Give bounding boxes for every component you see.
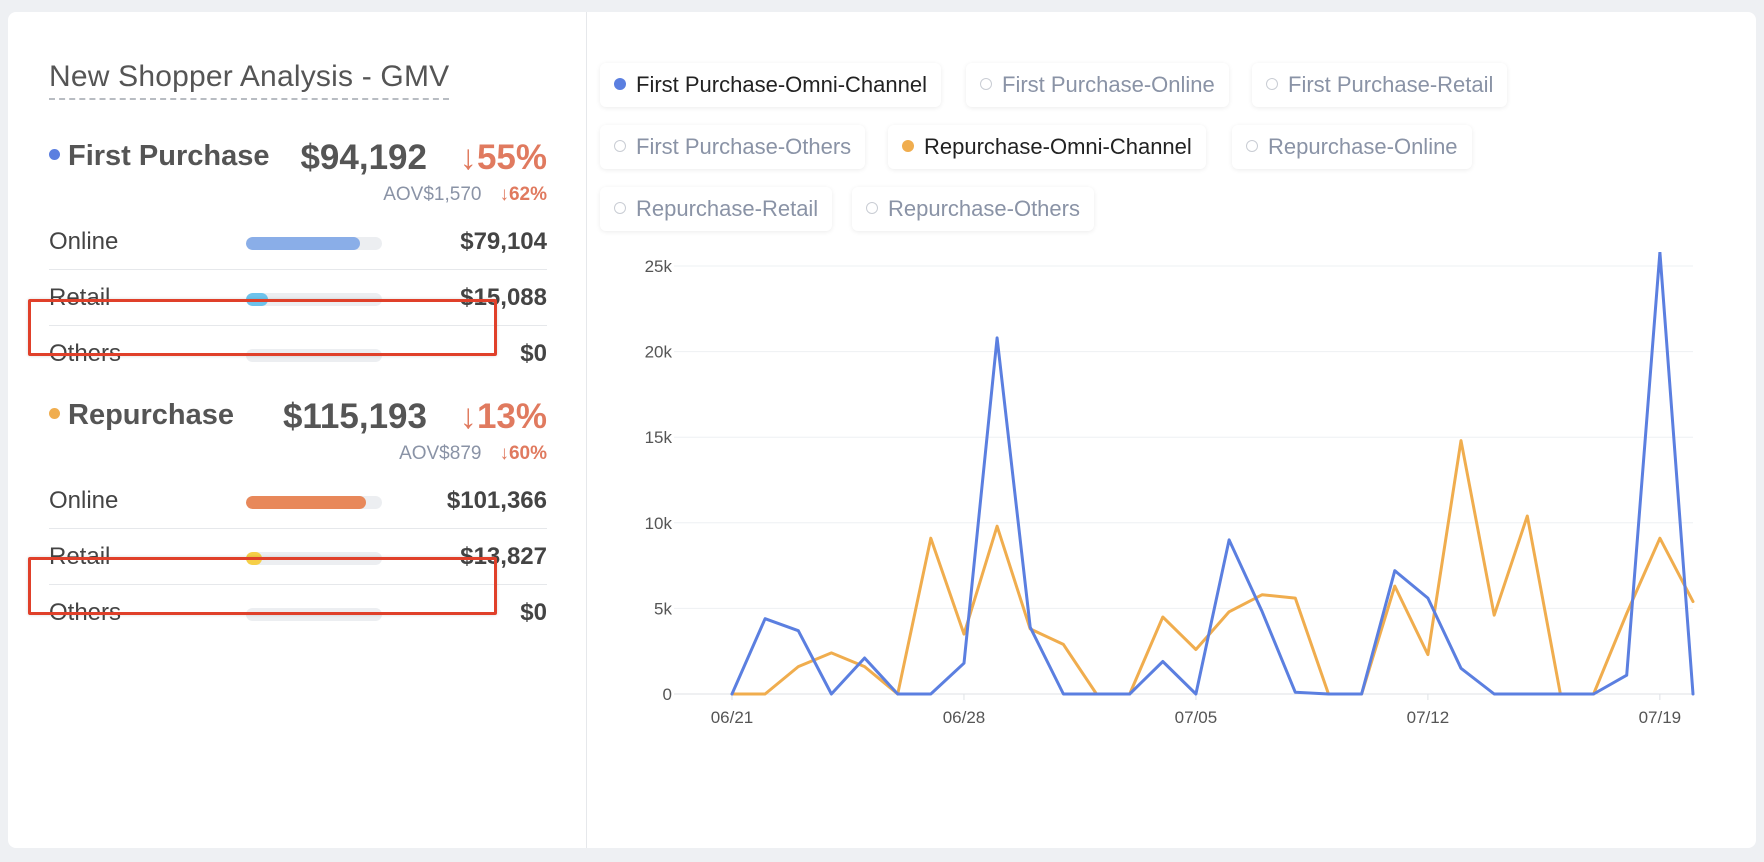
- legend-label: First Purchase-Omni-Channel: [636, 72, 927, 97]
- legend-dot-icon: [1266, 78, 1278, 91]
- legend-item-first-purchase-others[interactable]: First Purchase-Others: [600, 125, 866, 169]
- x-tick-label: 06/28: [943, 708, 986, 727]
- repurchase-name: Repurchase: [68, 399, 235, 431]
- first-purchase-aov: AOV$1,570 ↓62%: [49, 184, 547, 214]
- legend-item-repurchase-others[interactable]: Repurchase-Others: [852, 187, 1094, 231]
- x-tick-label: 07/05: [1175, 708, 1218, 727]
- row-value: $0: [520, 599, 547, 626]
- first-purchase-name: First Purchase: [68, 140, 270, 172]
- repurchase-aov-change: ↓60%: [499, 443, 547, 464]
- legend-item-first-purchase-retail[interactable]: First Purchase-Retail: [1252, 63, 1508, 107]
- legend-dot-icon: [614, 78, 626, 91]
- row-value: $79,104: [460, 228, 547, 255]
- y-tick-label: 25k: [645, 257, 673, 276]
- repurchase-online-row: Online $101,366: [49, 473, 547, 529]
- row-value: $15,088: [460, 284, 547, 311]
- first-purchase-total: $94,192: [300, 138, 427, 177]
- series-line: [730, 439, 1695, 696]
- legend-label: Repurchase-Online: [1268, 134, 1458, 159]
- repurchase-header: Repurchase $115,193 ↓13%: [49, 393, 547, 443]
- legend-dot-icon: [614, 140, 626, 153]
- legend-dot-icon: [902, 140, 914, 153]
- first-purchase-title: First Purchase: [49, 140, 269, 173]
- first-purchase-aov-label: AOV$1,570: [383, 184, 482, 205]
- series-line: [730, 252, 1695, 696]
- x-tick-label: 07/19: [1639, 708, 1682, 727]
- repurchase-dot-icon: [49, 407, 60, 419]
- legend-item-repurchase-omni[interactable]: Repurchase-Omni-Channel: [888, 125, 1206, 169]
- repurchase-title: Repurchase: [49, 399, 234, 432]
- y-tick-label: 0: [663, 685, 672, 704]
- first-purchase-retail-row: Retail $15,088: [49, 270, 547, 326]
- row-value: $0: [520, 340, 547, 367]
- first-purchase-online-row: Online $79,104: [49, 214, 547, 270]
- legend-dot-icon: [866, 202, 878, 215]
- progress-bar-fill: [246, 496, 366, 509]
- legend-label: First Purchase-Others: [636, 134, 852, 159]
- progress-bar-fill: [246, 237, 361, 250]
- repurchase-change: ↓13%: [459, 397, 547, 436]
- row-label: Online: [49, 228, 119, 255]
- legend-label: Repurchase-Retail: [636, 196, 819, 221]
- x-tick-label: 06/21: [711, 708, 754, 727]
- first-purchase-change: ↓55%: [459, 138, 547, 177]
- others-highlight-box: [28, 557, 497, 615]
- y-tick-label: 10k: [645, 514, 673, 533]
- legend-dot-icon: [614, 202, 626, 215]
- row-value: $101,366: [446, 487, 547, 514]
- x-tick-label: 07/12: [1407, 708, 1450, 727]
- legend-label: Repurchase-Omni-Channel: [924, 134, 1192, 159]
- legend-item-repurchase-retail[interactable]: Repurchase-Retail: [600, 187, 833, 231]
- legend-dot-icon: [980, 78, 992, 91]
- repurchase-aov-label: AOV$879: [399, 443, 482, 464]
- repurchase-section: Repurchase $115,193 ↓13% AOV$879 ↓60% Onl…: [49, 393, 547, 640]
- row-label: Retail: [49, 284, 111, 311]
- gmv-card: New Shopper Analysis - GMV First Purchas…: [8, 12, 1756, 848]
- repurchase-aov: AOV$879 ↓60%: [49, 443, 547, 473]
- legend-item-first-purchase-online[interactable]: First Purchase-Online: [966, 63, 1229, 107]
- y-tick-label: 15k: [645, 428, 673, 447]
- page-title[interactable]: New Shopper Analysis - GMV: [49, 58, 450, 100]
- legend-item-first-purchase-omni[interactable]: First Purchase-Omni-Channel: [600, 63, 941, 107]
- progress-bar: [246, 496, 382, 509]
- row-label: Retail: [49, 543, 111, 570]
- panel-divider: [586, 12, 587, 848]
- row-label: Online: [49, 487, 119, 514]
- gmv-line-chart[interactable]: 0 5k 10k 15k 20k 25k 06/21 06/28 07/05 07/12 07/19: [608, 252, 1708, 812]
- legend-dot-icon: [1246, 140, 1258, 153]
- progress-bar: [246, 237, 382, 250]
- legend-label: First Purchase-Retail: [1288, 72, 1494, 97]
- legend-item-repurchase-online[interactable]: Repurchase-Online: [1232, 125, 1472, 169]
- others-highlight-box: [28, 299, 497, 356]
- y-tick-label: 20k: [645, 343, 673, 362]
- first-purchase-aov-change: ↓62%: [499, 184, 547, 205]
- repurchase-total: $115,193: [282, 397, 427, 436]
- row-value: $13,827: [460, 543, 547, 570]
- first-purchase-section: First Purchase $94,192 ↓55% AOV$1,570 ↓62…: [49, 134, 547, 381]
- first-purchase-header: First Purchase $94,192 ↓55%: [49, 134, 547, 184]
- y-tick-label: 5k: [654, 599, 672, 618]
- first-purchase-dot-icon: [49, 148, 60, 160]
- legend-label: Repurchase-Others: [888, 196, 1080, 221]
- legend-label: First Purchase-Online: [1002, 72, 1215, 97]
